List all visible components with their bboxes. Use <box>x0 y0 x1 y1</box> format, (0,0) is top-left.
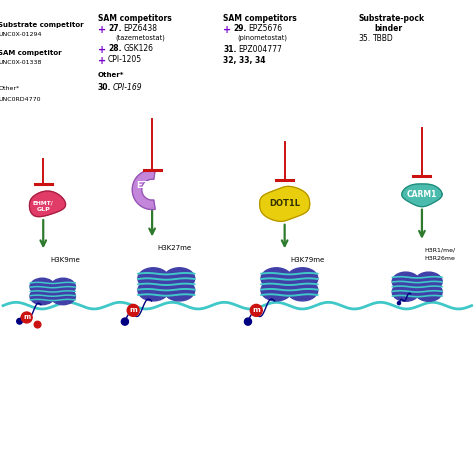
Text: m: m <box>23 314 30 320</box>
Text: H3R26me: H3R26me <box>424 256 455 261</box>
Text: UNC0X-01294: UNC0X-01294 <box>0 32 42 37</box>
Text: SAM competitors: SAM competitors <box>223 14 297 23</box>
Text: EPZ6438: EPZ6438 <box>123 24 157 33</box>
Ellipse shape <box>30 278 55 295</box>
Text: H3K27me: H3K27me <box>158 245 192 251</box>
Text: +: + <box>98 25 106 35</box>
Text: Substrate competitor: Substrate competitor <box>0 22 84 27</box>
Ellipse shape <box>164 268 195 289</box>
Ellipse shape <box>250 304 262 316</box>
Text: EPZ5676: EPZ5676 <box>249 24 283 33</box>
Text: SAM competitor: SAM competitor <box>0 50 62 56</box>
Text: UNC0X-01338: UNC0X-01338 <box>0 61 42 65</box>
Text: H3K79me: H3K79me <box>291 257 325 263</box>
Polygon shape <box>29 191 65 217</box>
Ellipse shape <box>51 278 75 295</box>
Text: binder: binder <box>374 24 403 33</box>
Text: EZH2: EZH2 <box>136 182 161 191</box>
Ellipse shape <box>30 288 55 305</box>
Text: EPZ004777: EPZ004777 <box>238 46 282 55</box>
Text: m: m <box>129 307 137 313</box>
Text: 35.: 35. <box>358 35 370 44</box>
Ellipse shape <box>21 312 32 323</box>
Ellipse shape <box>287 268 318 289</box>
Text: EHMT/: EHMT/ <box>33 201 54 205</box>
Text: SAM competitors: SAM competitors <box>98 14 172 23</box>
Text: +: + <box>98 46 106 55</box>
Text: GSK126: GSK126 <box>123 45 153 54</box>
Text: 32, 33, 34: 32, 33, 34 <box>223 56 265 65</box>
Text: CARM1: CARM1 <box>407 190 437 199</box>
Polygon shape <box>260 186 310 221</box>
Text: +: + <box>223 25 231 35</box>
Ellipse shape <box>127 304 139 316</box>
Text: H3R1/me/: H3R1/me/ <box>424 247 456 253</box>
Text: Substrate-pock: Substrate-pock <box>358 14 424 23</box>
Ellipse shape <box>392 272 419 291</box>
Text: 31.: 31. <box>223 46 237 55</box>
Polygon shape <box>17 319 22 324</box>
Text: +: + <box>98 56 106 66</box>
Ellipse shape <box>261 280 292 301</box>
Ellipse shape <box>287 280 318 301</box>
Text: CPI-169: CPI-169 <box>113 83 143 92</box>
Ellipse shape <box>138 280 169 301</box>
Polygon shape <box>121 318 128 325</box>
Text: GLP: GLP <box>36 207 50 212</box>
Ellipse shape <box>138 268 169 289</box>
Text: m: m <box>252 307 260 313</box>
Text: UNC0RD4770: UNC0RD4770 <box>0 97 41 102</box>
Polygon shape <box>245 318 252 325</box>
Text: 29.: 29. <box>234 24 247 33</box>
Ellipse shape <box>261 268 292 289</box>
Text: 27.: 27. <box>108 24 122 33</box>
Ellipse shape <box>415 272 442 291</box>
Text: Other*: Other* <box>98 72 124 78</box>
Ellipse shape <box>51 288 75 305</box>
Text: (tazemetostat): (tazemetostat) <box>116 35 165 41</box>
Text: DOT1L: DOT1L <box>269 200 300 209</box>
Text: 30.: 30. <box>98 83 111 92</box>
Ellipse shape <box>164 280 195 301</box>
Polygon shape <box>402 184 442 207</box>
Ellipse shape <box>392 283 419 301</box>
Polygon shape <box>132 170 155 210</box>
Polygon shape <box>397 301 401 305</box>
Ellipse shape <box>34 321 41 328</box>
Text: 28.: 28. <box>108 45 122 54</box>
Text: (pinometostat): (pinometostat) <box>237 35 287 41</box>
Text: CPI-1205: CPI-1205 <box>108 55 142 64</box>
Text: H3K9me: H3K9me <box>50 257 80 263</box>
Ellipse shape <box>415 283 442 301</box>
Text: TBBD: TBBD <box>373 35 394 44</box>
Text: Other*: Other* <box>0 86 19 91</box>
